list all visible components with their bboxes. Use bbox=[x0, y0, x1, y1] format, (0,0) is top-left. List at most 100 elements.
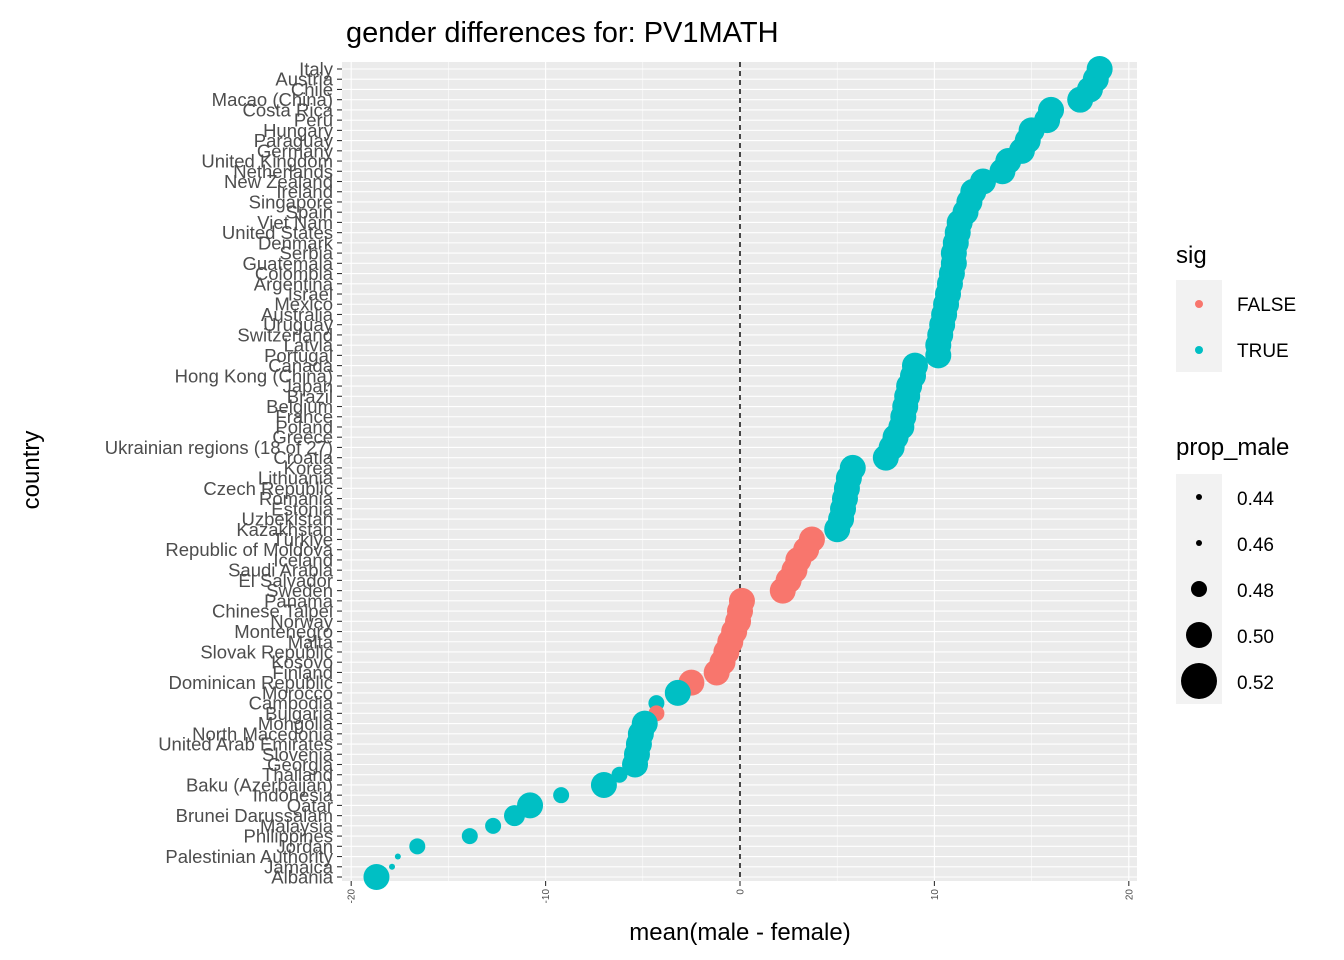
y-tick-label-korea: Korea bbox=[284, 457, 334, 478]
legend-size-key bbox=[1181, 663, 1217, 699]
legend-label-true: TRUE bbox=[1237, 341, 1289, 362]
x-tick-label: 10 bbox=[930, 889, 941, 901]
point-palestinian-authority bbox=[394, 853, 401, 860]
y-tick-label-slovak-republic: Slovak Republic bbox=[200, 641, 333, 662]
point-jamaica bbox=[389, 863, 396, 870]
legend-size-key bbox=[1191, 581, 1207, 597]
point-indonesia bbox=[553, 787, 570, 804]
legend-key-true bbox=[1195, 346, 1203, 354]
y-tick-label-japan: Japan bbox=[283, 376, 333, 397]
y-tick-label-switzerland: Switzerland bbox=[237, 324, 333, 345]
point-brunei-darussalam bbox=[503, 805, 525, 827]
y-tick-label-albania: Albania bbox=[271, 867, 333, 888]
y-tick-label-north-macedonia: North Macedonia bbox=[192, 723, 334, 744]
y-tick-label-portugal: Portugal bbox=[264, 345, 333, 366]
y-tick-label-greece: Greece bbox=[272, 427, 333, 448]
legend-label-size-052: 0.52 bbox=[1237, 673, 1274, 694]
y-tick-label-lithuania: Lithuania bbox=[258, 468, 334, 489]
x-axis-ticks: -20 -10 0 10 20 bbox=[347, 881, 1135, 904]
y-tick-label-uzbekistan: Uzbekistan bbox=[241, 509, 333, 530]
x-tick-label: -20 bbox=[347, 889, 358, 904]
legend-size-key bbox=[1186, 622, 1212, 648]
y-tick-label-jordan: Jordan bbox=[276, 836, 333, 857]
legend-label-size-050: 0.50 bbox=[1237, 627, 1274, 648]
y-tick-label-singapore: Singapore bbox=[249, 191, 333, 212]
y-tick-label-mexico: Mexico bbox=[274, 294, 333, 315]
point-macao-china bbox=[1067, 86, 1094, 113]
legend-color-title: sig bbox=[1176, 242, 1207, 269]
y-tick-label-republic-of-moldova: Republic of Moldova bbox=[165, 539, 333, 560]
point-netherlands bbox=[989, 158, 1016, 185]
y-tick-label-uruguay: Uruguay bbox=[263, 314, 334, 335]
y-tick-label-united-states: United States bbox=[222, 222, 333, 243]
y-tick-label-colombia: Colombia bbox=[255, 263, 334, 284]
y-tick-label-cambodia: Cambodia bbox=[249, 693, 334, 714]
y-tick-label-belgium: Belgium bbox=[266, 396, 333, 417]
y-tick-label-saudi-arabia: Saudi Arabia bbox=[228, 560, 334, 581]
y-tick-label-austria: Austria bbox=[275, 69, 333, 90]
y-tick-label-malaysia: Malaysia bbox=[260, 815, 334, 836]
y-tick-label-united-arab-emirates: United Arab Emirates bbox=[158, 734, 333, 755]
y-tick-label-qatar: Qatar bbox=[287, 795, 333, 816]
y-tick-label-sweden: Sweden bbox=[266, 580, 333, 601]
y-tick-label-serbia: Serbia bbox=[280, 243, 334, 264]
legend-key-false bbox=[1195, 300, 1203, 308]
legend: sig FALSE TRUE prop_male 0.44 0.46 0.48 … bbox=[1176, 242, 1296, 704]
y-tick-label-finland: Finland bbox=[272, 662, 333, 683]
legend-size-title: prop_male bbox=[1176, 434, 1289, 461]
point-sweden bbox=[769, 577, 796, 604]
legend-label-size-048: 0.48 bbox=[1237, 581, 1274, 602]
legend-label-size-044: 0.44 bbox=[1237, 489, 1274, 510]
point-finland bbox=[703, 659, 730, 686]
legend-label-false: FALSE bbox=[1237, 295, 1296, 316]
y-tick-label-montenegro: Montenegro bbox=[234, 621, 333, 642]
y-tick-label-brazil: Brazil bbox=[287, 386, 333, 407]
y-tick-label-croatia: Croatia bbox=[273, 447, 333, 468]
point-thailand bbox=[611, 766, 628, 783]
y-tick-label-estonia: Estonia bbox=[271, 498, 333, 519]
y-tick-label-hungary: Hungary bbox=[263, 120, 334, 141]
y-tick-label-georgia: Georgia bbox=[267, 754, 334, 775]
point-jordan bbox=[409, 838, 426, 855]
point-morocco bbox=[664, 679, 691, 706]
point-kazakhstan bbox=[824, 516, 851, 543]
y-tick-label-denmark: Denmark bbox=[258, 232, 334, 253]
y-tick-label-germany: Germany bbox=[257, 140, 334, 161]
y-tick-label-ireland: Ireland bbox=[276, 181, 333, 202]
y-axis-title: country bbox=[18, 431, 45, 510]
legend-size-key bbox=[1196, 540, 1202, 546]
y-tick-label-iceland: Iceland bbox=[273, 549, 333, 570]
y-tick-label-spain: Spain bbox=[286, 202, 333, 223]
y-tick-label-norway: Norway bbox=[270, 611, 333, 632]
y-tick-label-jamaica: Jamaica bbox=[264, 856, 334, 877]
point-malaysia bbox=[485, 817, 502, 834]
y-tick-label-macao-china: Macao (China) bbox=[212, 89, 333, 110]
y-tick-label-mongolia: Mongolia bbox=[258, 713, 334, 734]
y-tick-label-bulgaria: Bulgaria bbox=[265, 703, 334, 724]
x-tick-label: 0 bbox=[736, 889, 747, 895]
y-tick-label-viet-nam: Viet Nam bbox=[257, 212, 333, 233]
y-tick-label-baku-azerbaijan: Baku (Azerbaijan) bbox=[186, 774, 333, 795]
point-croatia bbox=[872, 444, 899, 471]
y-tick-label-chinese-taipei: Chinese Taipei bbox=[212, 601, 333, 622]
y-tick-label-romania: Romania bbox=[259, 488, 334, 509]
y-tick-label-ukrainian-regions-18-of-27: Ukrainian regions (18 of 27) bbox=[105, 437, 333, 458]
y-tick-label-dominican-republic: Dominican Republic bbox=[168, 672, 333, 693]
y-tick-label-philippines: Philippines bbox=[244, 826, 333, 847]
data-points bbox=[363, 56, 1113, 890]
y-tick-label-czech-republic: Czech Republic bbox=[203, 478, 333, 499]
legend-color-key-bg bbox=[1176, 280, 1222, 372]
point-philippines bbox=[461, 828, 478, 845]
y-tick-label-australia: Australia bbox=[261, 304, 334, 325]
y-tick-label-canada: Canada bbox=[268, 355, 334, 376]
y-tick-label-peru: Peru bbox=[294, 110, 333, 131]
y-tick-label-palestinian-authority: Palestinian Authority bbox=[165, 846, 333, 867]
y-tick-label-poland: Poland bbox=[275, 416, 333, 437]
y-tick-label-t-rkiye: Türkiye bbox=[272, 529, 333, 550]
y-tick-label-new-zealand: New Zealand bbox=[224, 171, 333, 192]
x-tick-label: 20 bbox=[1124, 889, 1135, 901]
y-tick-label-paraguay: Paraguay bbox=[254, 130, 334, 151]
point-georgia bbox=[622, 751, 649, 778]
x-axis-title: mean(male - female) bbox=[629, 919, 850, 946]
